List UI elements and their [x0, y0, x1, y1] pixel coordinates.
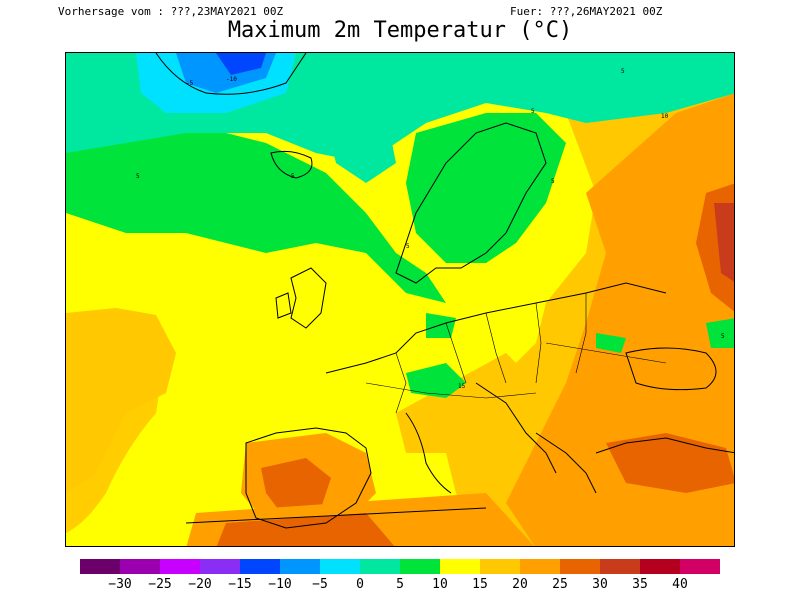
central-green-patch: [426, 313, 456, 338]
carpathian-green: [596, 333, 626, 353]
map-canvas: -5 -10 5 5 5 5 5 5 10 15 5: [66, 53, 734, 546]
legend-swatch: [680, 559, 720, 574]
map-title: Maximum 2m Temperatur (°C): [227, 18, 573, 43]
legend-swatch: [600, 559, 640, 574]
greenland-coldest: [216, 53, 266, 75]
contour-label: 5: [621, 68, 625, 75]
north-green-band: [66, 123, 446, 303]
alps-green: [406, 363, 466, 398]
legend-tick-label: 10: [432, 577, 448, 592]
legend-swatch: [320, 559, 360, 574]
legend-swatch: [240, 559, 280, 574]
caucasus-green: [706, 318, 734, 348]
legend-tick-label: −30: [108, 577, 131, 592]
atlantic-warm-zone-2: [66, 339, 159, 533]
legend-swatch: [400, 559, 440, 574]
forecast-init-label: Vorhersage vom : ???,23MAY2021 00Z: [58, 5, 284, 18]
north-africa-hot: [216, 513, 395, 546]
contour-label: -5: [186, 80, 194, 87]
contour-label: 5: [406, 243, 410, 250]
contour-label: -10: [226, 76, 237, 83]
contour-label: 10: [661, 113, 669, 120]
east-edge-hottest: [714, 203, 734, 282]
legend-tick-label: −10: [268, 577, 291, 592]
legend-tick-label: −5: [312, 577, 328, 592]
legend-tick-label: 40: [672, 577, 688, 592]
contour-label: 15: [458, 383, 466, 390]
legend-tick-label: −20: [188, 577, 211, 592]
legend-tick-label: 35: [632, 577, 648, 592]
turkey-hot: [606, 433, 734, 493]
forecast-valid-label: Fuer: ???,26MAY2021 00Z: [510, 5, 663, 18]
iceland-teal: [326, 113, 396, 183]
legend-tick-label: 5: [396, 577, 404, 592]
legend-tick-label: −25: [148, 577, 171, 592]
contour-labels: -5 -10 5 5 5 5 5 5 10 15 5: [136, 68, 725, 390]
legend-swatch: [200, 559, 240, 574]
scandinavia-green: [406, 113, 566, 263]
legend-swatch: [360, 559, 400, 574]
legend-tick-label: −15: [228, 577, 251, 592]
temperature-map: -5 -10 5 5 5 5 5 5 10 15 5: [65, 52, 735, 547]
contour-label: 5: [551, 178, 555, 185]
legend-swatch: [440, 559, 480, 574]
legend-swatch: [280, 559, 320, 574]
legend-swatch: [120, 559, 160, 574]
contour-label: 5: [291, 173, 295, 180]
legend-tick-label: 25: [552, 577, 568, 592]
legend-tick-label: 0: [356, 577, 364, 592]
country-borders: [365, 293, 667, 414]
legend-swatch: [80, 559, 120, 574]
legend-swatch: [160, 559, 200, 574]
legend-swatch: [560, 559, 600, 574]
legend-tick-label: 20: [512, 577, 528, 592]
contour-label: 5: [721, 333, 725, 340]
contour-label: 5: [531, 108, 535, 115]
iberia-hot: [261, 458, 331, 513]
legend-tick-label: 15: [472, 577, 488, 592]
legend-tick-label: 30: [592, 577, 608, 592]
central-europe-warm: [396, 353, 536, 453]
contour-label: 5: [136, 173, 140, 180]
east-hot-zone: [506, 93, 734, 546]
legend-swatch: [520, 559, 560, 574]
coastlines: [155, 53, 734, 529]
legend-swatch: [480, 559, 520, 574]
legend-swatch: [640, 559, 680, 574]
